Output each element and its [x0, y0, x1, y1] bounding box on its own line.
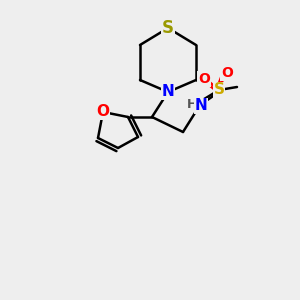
Text: S: S — [162, 19, 174, 37]
Text: N: N — [195, 98, 207, 113]
Text: O: O — [221, 66, 233, 80]
Text: N: N — [162, 85, 174, 100]
Text: H: H — [187, 98, 197, 110]
Text: S: S — [214, 82, 224, 98]
Text: O: O — [198, 72, 210, 86]
Text: O: O — [97, 104, 110, 119]
